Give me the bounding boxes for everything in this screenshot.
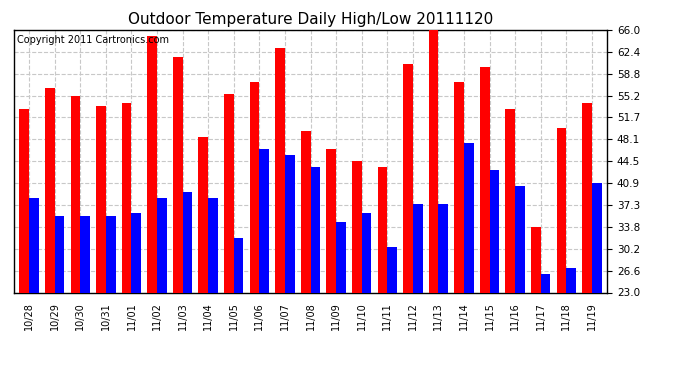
Bar [29, 198, 39, 375]
Bar [454, 82, 464, 375]
Bar [464, 143, 473, 375]
Bar [438, 204, 448, 375]
Bar [582, 103, 592, 375]
Bar [531, 226, 541, 375]
Bar [387, 247, 397, 375]
Bar [489, 170, 500, 375]
Bar [377, 167, 387, 375]
Bar [19, 110, 29, 375]
Bar [592, 183, 602, 375]
Bar [413, 204, 422, 375]
Text: Copyright 2011 Cartronics.com: Copyright 2011 Cartronics.com [17, 35, 169, 45]
Bar [259, 149, 269, 375]
Bar [45, 88, 55, 375]
Bar [250, 82, 259, 375]
Bar [326, 149, 336, 375]
Bar [55, 216, 64, 375]
Bar [301, 131, 310, 375]
Bar [352, 161, 362, 375]
Bar [285, 155, 295, 375]
Bar [362, 213, 371, 375]
Bar [80, 216, 90, 375]
Bar [173, 57, 183, 375]
Bar [147, 36, 157, 375]
Bar [403, 64, 413, 375]
Bar [183, 192, 193, 375]
Bar [234, 237, 244, 375]
Bar [310, 167, 320, 375]
Bar [132, 213, 141, 375]
Bar [70, 96, 80, 375]
Bar [557, 128, 566, 375]
Bar [566, 268, 576, 375]
Bar [515, 186, 525, 375]
Bar [505, 110, 515, 375]
Bar [480, 67, 489, 375]
Bar [199, 137, 208, 375]
Bar [541, 274, 551, 375]
Bar [428, 30, 438, 375]
Bar [106, 216, 116, 375]
Bar [96, 106, 106, 375]
Bar [275, 48, 285, 375]
Bar [121, 103, 132, 375]
Bar [336, 222, 346, 375]
Bar [224, 94, 234, 375]
Bar [157, 198, 167, 375]
Title: Outdoor Temperature Daily High/Low 20111120: Outdoor Temperature Daily High/Low 20111… [128, 12, 493, 27]
Bar [208, 198, 218, 375]
